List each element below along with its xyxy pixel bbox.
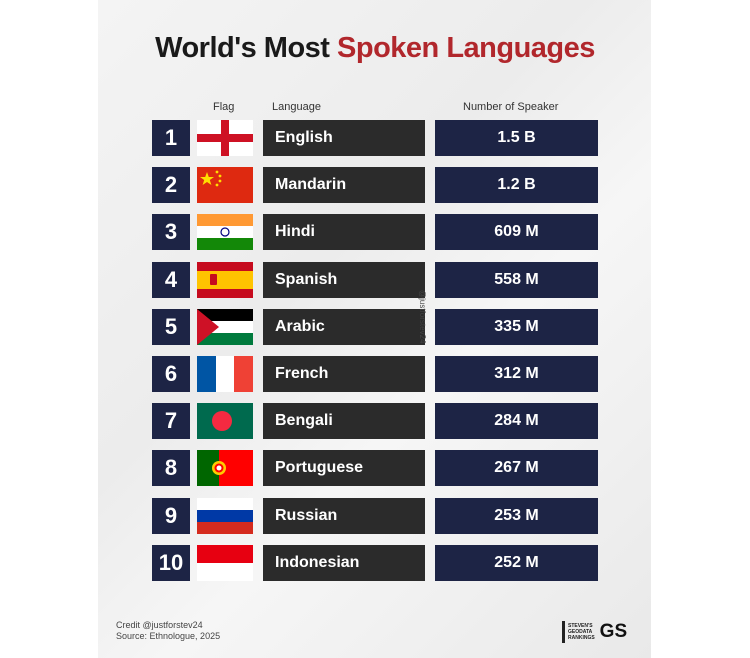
spain-flag-icon	[197, 261, 253, 298]
france-flag-icon	[197, 356, 253, 392]
speakers-cell: 312 M	[435, 356, 598, 392]
logo-mark: GS	[599, 621, 628, 642]
rank-cell: 5	[152, 308, 190, 345]
language-cell: Bengali	[263, 403, 425, 440]
gs-logo: STEVEN'S GEODATA RANKINGS GS	[562, 620, 627, 644]
rank-cell: 9	[152, 497, 190, 534]
language-cell: Indonesian	[263, 544, 425, 581]
column-header-flag: Flag	[213, 101, 235, 113]
table-row: 8 Portuguese 267 M	[0, 450, 750, 487]
table-row: 1 English 1.5 B	[0, 120, 750, 156]
portugal-flag-icon	[197, 450, 253, 487]
rank-cell: 2	[152, 167, 190, 204]
rank-cell: 6	[152, 356, 190, 392]
bangladesh-flag-icon	[197, 403, 253, 440]
rank-cell: 1	[152, 120, 190, 156]
language-cell: Russian	[263, 497, 425, 534]
russia-flag-icon	[197, 497, 253, 534]
speakers-cell: 335 M	[435, 308, 598, 345]
language-cell: Spanish	[263, 261, 425, 298]
language-cell: English	[263, 120, 425, 156]
india-flag-icon	[197, 214, 253, 251]
logo-bar	[562, 621, 565, 643]
title-part-1: World's Most	[155, 32, 338, 64]
table-row: 3 Hindi 609 M	[0, 214, 750, 251]
speakers-cell: 253 M	[435, 497, 598, 534]
indonesia-flag-icon	[197, 544, 253, 581]
column-header-language: Language	[272, 101, 321, 113]
china-flag-icon	[197, 167, 253, 204]
table-row: 5 Arabic 335 M	[0, 308, 750, 345]
table-row: 4 Spanish 558 M	[0, 261, 750, 298]
chart-title: World's Most Spoken Languages	[0, 32, 750, 65]
table-row: 2 Mandarin 1.2 B	[0, 167, 750, 204]
table-row: 9 Russian 253 M	[0, 497, 750, 534]
rank-cell: 10	[152, 544, 190, 581]
language-cell: French	[263, 356, 425, 392]
rank-cell: 7	[152, 403, 190, 440]
credit-block: Credit @justforstev24 Source: Ethnologue…	[116, 620, 220, 642]
rank-cell: 8	[152, 450, 190, 487]
table-row: 6 French 312 M	[0, 356, 750, 392]
language-cell: Arabic	[263, 308, 425, 345]
speakers-cell: 558 M	[435, 261, 598, 298]
column-header-speakers: Number of Speaker	[463, 101, 559, 113]
source-line: Source: Ethnologue, 2025	[116, 631, 221, 641]
speakers-cell: 609 M	[435, 214, 598, 251]
speakers-cell: 267 M	[435, 450, 598, 487]
table-row: 10 Indonesian 252 M	[0, 544, 750, 581]
speakers-cell: 284 M	[435, 403, 598, 440]
palestine-flag-icon	[197, 308, 253, 345]
rank-cell: 3	[152, 214, 190, 251]
watermark: @justforstev24	[418, 290, 427, 344]
speakers-cell: 1.2 B	[435, 167, 598, 204]
title-part-2: Spoken Languages	[337, 32, 595, 64]
speakers-cell: 1.5 B	[435, 120, 598, 156]
credit-line: Credit @justforstev24	[116, 620, 203, 630]
england-flag-icon	[197, 120, 253, 156]
logo-small-text: STEVEN'S GEODATA RANKINGS	[568, 623, 595, 641]
speakers-cell: 252 M	[435, 544, 598, 581]
language-cell: Mandarin	[263, 167, 425, 204]
table-row: 7 Bengali 284 M	[0, 403, 750, 440]
language-cell: Hindi	[263, 214, 425, 251]
language-cell: Portuguese	[263, 450, 425, 487]
rank-cell: 4	[152, 261, 190, 298]
